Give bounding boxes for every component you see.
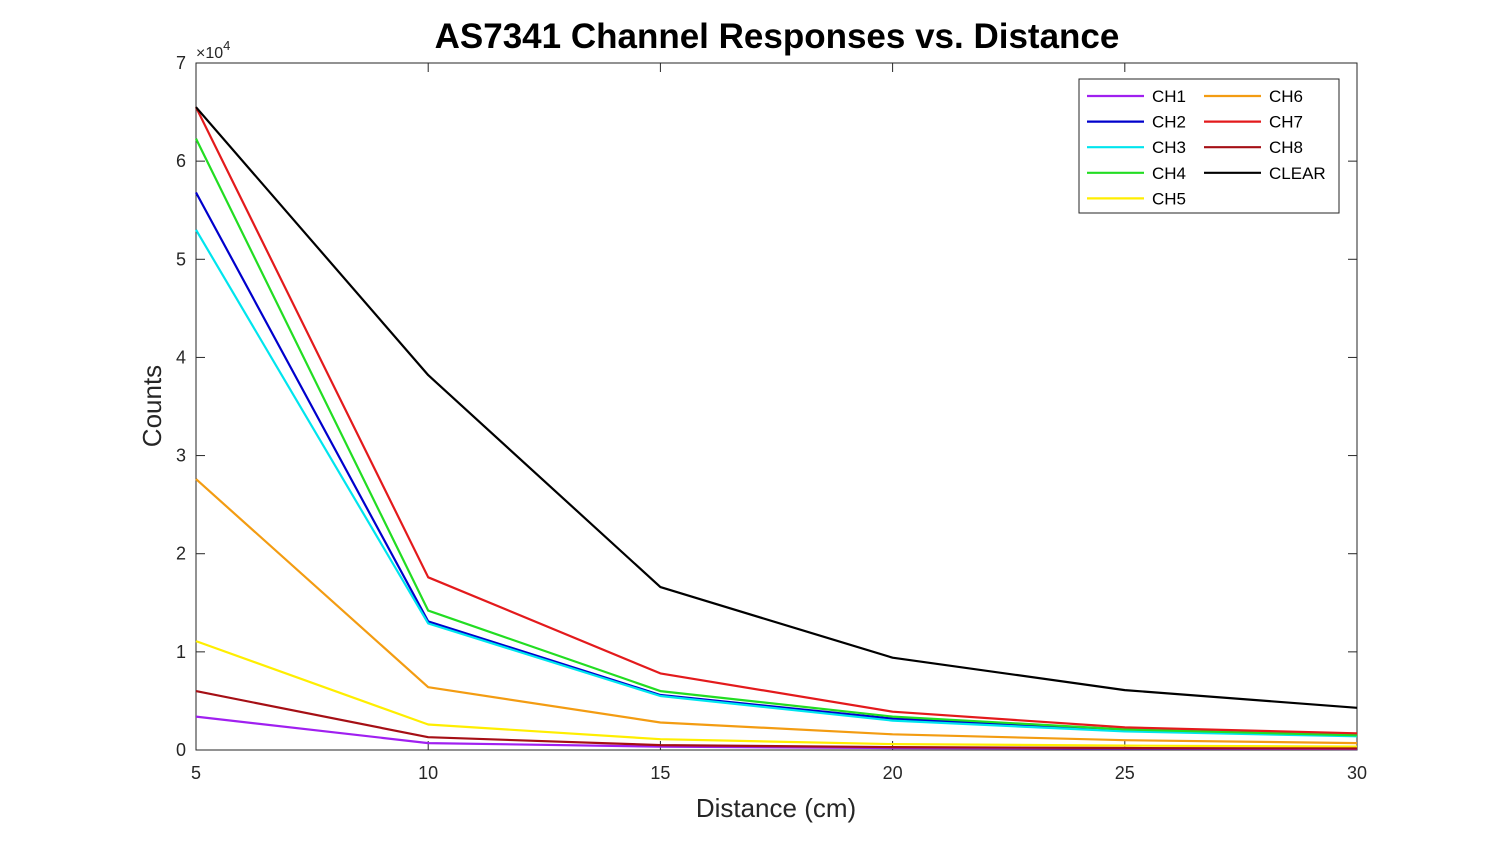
legend-label-ch8: CH8 — [1269, 138, 1303, 157]
legend-items: CH1 CH2 CH3 CH4 CH5 CH6 CH7 CH8 CLEAR — [1087, 87, 1326, 208]
legend-label-ch7: CH7 — [1269, 113, 1303, 132]
y-tick-label: 6 — [176, 151, 186, 171]
series-line-ch3 — [195, 229, 1358, 738]
y-axis-label: Counts — [137, 365, 167, 447]
legend: CH1 CH2 CH3 CH4 CH5 CH6 CH7 CH8 CLEAR — [1078, 78, 1340, 214]
x-tick-label: 5 — [191, 763, 201, 783]
x-axis-label: Distance (cm) — [696, 793, 856, 823]
series-line-ch6 — [195, 478, 1358, 745]
x-tick-label: 25 — [1115, 763, 1135, 783]
y-axis-exponent: ×104 — [196, 38, 230, 62]
y-tick-label: 1 — [176, 642, 186, 662]
legend-label-ch3: CH3 — [1152, 138, 1186, 157]
series-line-ch7 — [195, 106, 1358, 735]
x-tick-labels: 5 10 15 20 25 30 — [191, 763, 1367, 783]
series-line-ch5 — [195, 640, 1358, 748]
x-tick-label: 10 — [418, 763, 438, 783]
x-tick-label: 20 — [883, 763, 903, 783]
legend-label-clear: CLEAR — [1269, 164, 1326, 183]
x-tick-label: 30 — [1347, 763, 1367, 783]
y-tick-label: 5 — [176, 249, 186, 269]
chart-title: AS7341 Channel Responses vs. Distance — [435, 17, 1120, 56]
legend-label-ch1: CH1 — [1152, 87, 1186, 106]
x-tick-label: 15 — [650, 763, 670, 783]
legend-label-ch4: CH4 — [1152, 164, 1186, 183]
y-tick-label: 7 — [176, 53, 186, 73]
series-lines — [195, 106, 1358, 751]
y-tick-label: 4 — [176, 347, 186, 367]
legend-label-ch5: CH5 — [1152, 189, 1186, 208]
y-tick-labels: 0 1 2 3 4 5 6 7 — [176, 53, 186, 760]
legend-box — [1078, 78, 1340, 214]
series-line-ch4 — [195, 138, 1358, 737]
y-tick-label: 0 — [176, 740, 186, 760]
legend-label-ch2: CH2 — [1152, 113, 1186, 132]
series-line-clear — [195, 106, 1358, 709]
series-line-ch8 — [195, 690, 1358, 750]
y-tick-label: 2 — [176, 544, 186, 564]
y-tick-label: 3 — [176, 446, 186, 466]
legend-label-ch6: CH6 — [1269, 87, 1303, 106]
